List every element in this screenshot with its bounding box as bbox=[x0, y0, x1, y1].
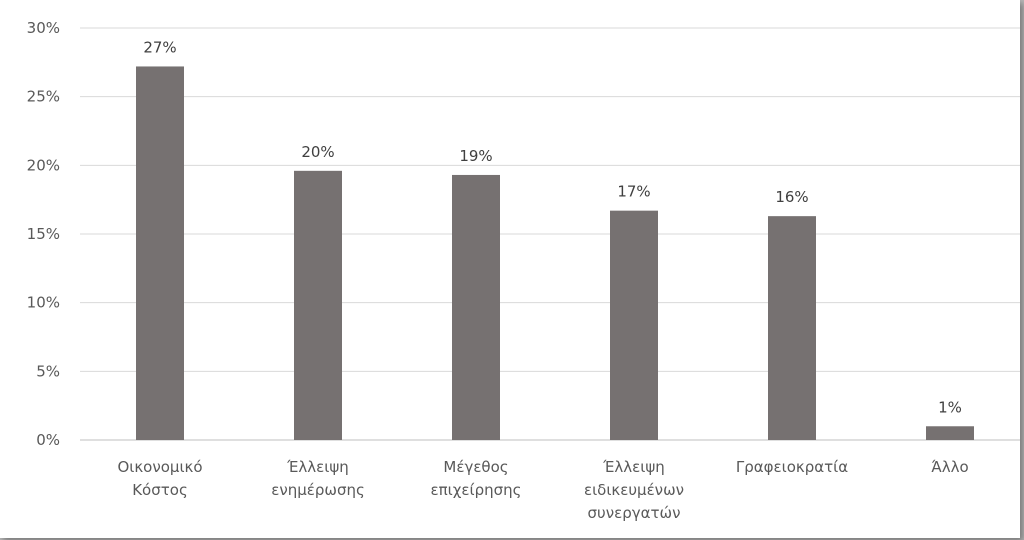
category-label: συνεργατών bbox=[588, 504, 681, 522]
category-label: Άλλο bbox=[931, 458, 968, 476]
category-label: Οικονομικό bbox=[117, 458, 202, 476]
category-label: Μέγεθος bbox=[443, 458, 508, 476]
bar-5 bbox=[926, 426, 974, 440]
bar-0 bbox=[136, 66, 184, 440]
y-tick-label: 30% bbox=[27, 19, 60, 37]
data-label: 20% bbox=[301, 143, 334, 161]
data-label: 27% bbox=[143, 38, 176, 56]
bar-1 bbox=[294, 170, 342, 440]
bar-3 bbox=[610, 210, 658, 440]
y-tick-label: 10% bbox=[27, 294, 60, 312]
y-tick-label: 0% bbox=[36, 431, 60, 449]
category-label: ενημέρωσης bbox=[271, 481, 365, 499]
y-tick-label: 5% bbox=[36, 362, 60, 380]
data-label: 19% bbox=[459, 147, 492, 165]
bar-4 bbox=[768, 216, 816, 440]
category-label: επιχείρησης bbox=[431, 481, 522, 499]
category-label: Γραφειοκρατία bbox=[736, 458, 848, 476]
category-label: ειδικευμένων bbox=[584, 481, 684, 499]
data-label: 17% bbox=[617, 183, 650, 201]
category-label: Έλλειψη bbox=[286, 458, 349, 476]
data-label: 1% bbox=[938, 398, 962, 416]
y-tick-label: 15% bbox=[27, 225, 60, 243]
bar-2 bbox=[452, 174, 500, 441]
category-label: Κόστος bbox=[132, 481, 188, 499]
data-label: 16% bbox=[775, 188, 808, 206]
y-tick-label: 20% bbox=[27, 156, 60, 174]
y-tick-label: 25% bbox=[27, 88, 60, 106]
category-label: Έλλειψη bbox=[602, 458, 665, 476]
